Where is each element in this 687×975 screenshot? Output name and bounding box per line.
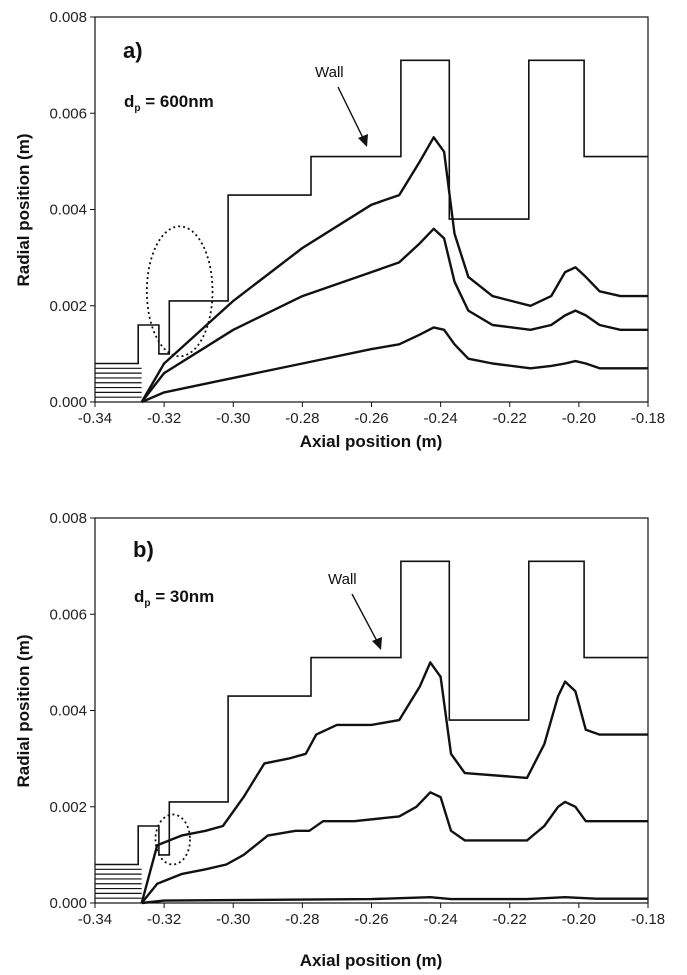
dotted-circle-annotation [145,225,214,358]
wall-arrow [337,86,368,147]
y-tick-label: 0.002 [49,298,87,315]
y-tick-label: 0.008 [49,510,87,527]
trajectory-line-1 [140,136,648,403]
y-axis-ticks: 0.000 0.002 0.004 0.006 0.008 [49,9,95,411]
dotted-circle [145,225,214,358]
x-axis-title: Axial position (m) [300,951,443,970]
y-tick-label: 0.006 [49,105,87,122]
panel-label: a) [123,38,143,63]
x-tick-label: -0.24 [424,410,458,427]
y-tick-label: 0.000 [49,394,87,411]
y-tick-label: 0.004 [49,703,87,720]
chart-panel-a: -0.34 -0.32 -0.30 -0.28 -0.26 -0.24 -0.22 -0.20… [14,9,665,451]
y-tick-label: 0.002 [49,799,87,816]
panel-label: b) [133,537,154,562]
x-axis-ticks: -0.34 -0.32 -0.30 -0.28 -0.26 -0.24 -0.22 -0.20… [78,903,665,928]
wall-line [95,560,648,866]
wall-outline [95,560,648,866]
trajectory-line-1 [140,661,648,904]
particle-diameter-annotation: dp = 30nm [134,587,214,609]
annotation-value: = 30nm [151,587,215,606]
particle-diameter-annotation: dp = 600nm [124,92,214,114]
x-tick-label: -0.22 [493,410,527,427]
y-axis-ticks: 0.000 0.002 0.004 0.006 0.008 [49,510,95,912]
y-tick-label: 0.004 [49,202,87,219]
y-tick-label: 0.008 [49,9,87,26]
annotation-value: = 600nm [141,92,214,111]
x-tick-label: -0.18 [631,410,665,427]
y-tick-label: 0.006 [49,606,87,623]
x-tick-label: -0.22 [493,911,527,928]
trajectory-line-2 [140,227,648,403]
y-tick-label: 0.000 [49,895,87,912]
wall-outline [95,59,648,365]
trajectory-line-3 [141,896,648,905]
x-tick-label: -0.34 [78,410,112,427]
x-tick-label: -0.20 [562,911,596,928]
inlet-lines [95,367,142,398]
wall-arrow [351,593,382,650]
trajectory-series-group [140,661,648,905]
x-axis-ticks: -0.34 -0.32 -0.30 -0.28 -0.26 -0.24 -0.22 -0.20… [78,402,665,427]
plot-frame [94,517,649,904]
annotation-subscript: p [134,103,140,114]
trajectory-series-group [140,136,648,404]
dotted-circle-annotation [154,813,191,866]
y-axis-title: Radial position (m) [14,635,33,788]
wall-label: Wall [328,571,357,588]
annotation-subscript: p [144,598,150,609]
x-tick-label: -0.26 [354,410,388,427]
dotted-circle [154,813,191,866]
x-tick-label: -0.24 [424,911,458,928]
x-tick-label: -0.28 [285,911,319,928]
trajectory-line-3 [141,326,648,404]
x-tick-label: -0.32 [147,911,181,928]
chart-panel-b: -0.34 -0.32 -0.30 -0.28 -0.26 -0.24 -0.22 -0.20… [14,510,665,970]
wall-line [95,59,648,365]
x-tick-label: -0.30 [216,911,250,928]
annotation-d: d [134,587,144,606]
y-axis-title: Radial position (m) [14,134,33,287]
x-tick-label: -0.18 [631,911,665,928]
x-tick-label: -0.30 [216,410,250,427]
x-tick-label: -0.32 [147,410,181,427]
wall-label: Wall [315,64,344,81]
plot-frame [94,16,649,403]
x-tick-label: -0.26 [354,911,388,928]
trajectory-line-2 [140,791,648,904]
x-tick-label: -0.20 [562,410,596,427]
x-axis-title: Axial position (m) [300,432,443,451]
x-tick-label: -0.34 [78,911,112,928]
inlet-lines [95,868,142,899]
x-tick-label: -0.28 [285,410,319,427]
annotation-d: d [124,92,134,111]
